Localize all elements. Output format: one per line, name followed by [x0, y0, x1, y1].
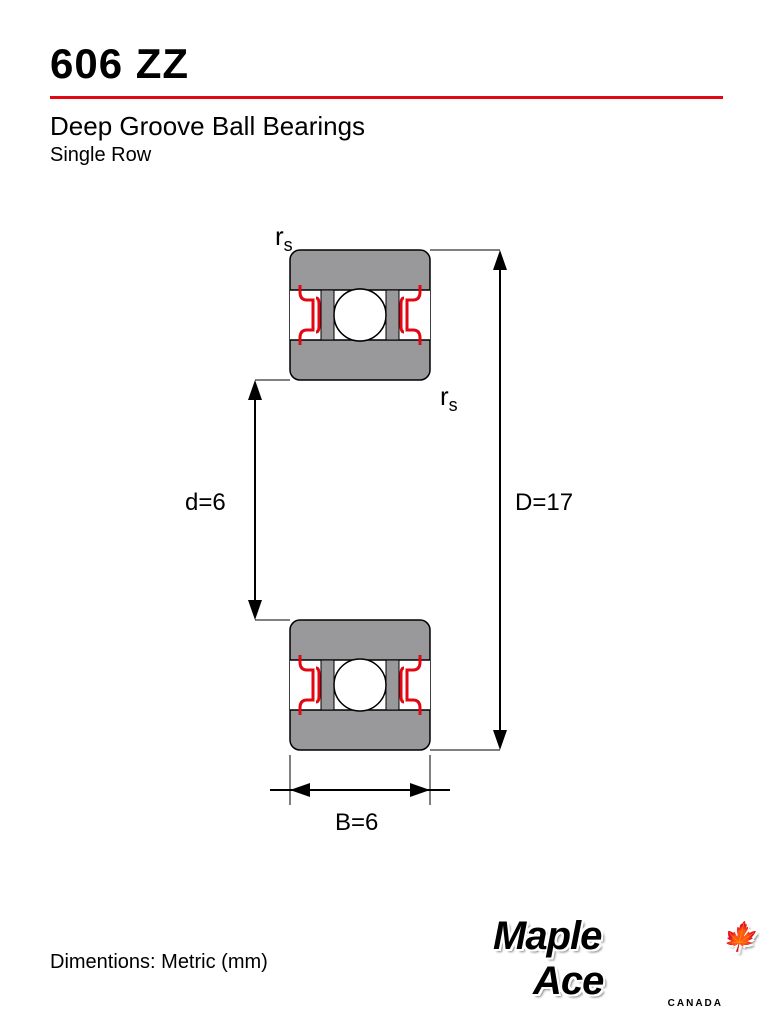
bearing-bottom-section [290, 620, 430, 750]
maple-leaf-icon: 🍁 [721, 920, 755, 953]
bearing-diagram: rs rs d=6 D=17 B=6 [0, 230, 773, 870]
B-label: B=6 [335, 809, 378, 836]
footer-dimensions-note: Dimentions: Metric (mm) [50, 951, 268, 974]
dimension-d [248, 380, 290, 620]
brand-logo: Maple Ace 🍁 CANADA [493, 914, 733, 994]
subtitle-secondary: Single Row [0, 144, 773, 167]
bearing-top-section [290, 250, 430, 380]
subtitle: Deep Groove Ball Bearings [0, 111, 773, 142]
page-title: 606 ZZ [50, 40, 723, 88]
D-label: D=17 [515, 489, 573, 516]
d-label: d=6 [185, 489, 226, 516]
rs-label-bottom: rs [440, 381, 458, 415]
dimension-B [270, 755, 450, 805]
divider-line [50, 96, 723, 99]
rs-label-top: rs [275, 230, 293, 255]
dimension-D [430, 250, 507, 750]
